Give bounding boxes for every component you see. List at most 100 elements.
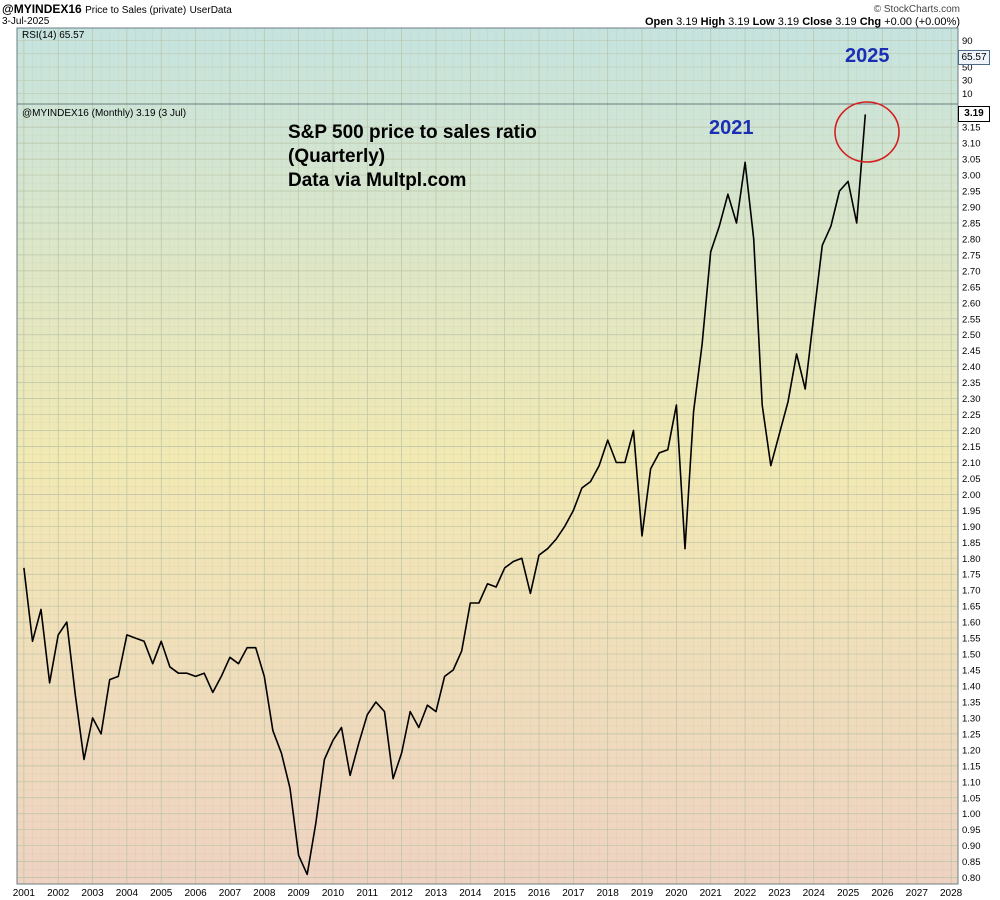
x-tick-label: 2020 xyxy=(665,888,688,899)
y-tick-label: 1.55 xyxy=(962,634,981,645)
high-label: High xyxy=(700,16,726,28)
y-tick-label: 1.90 xyxy=(962,522,981,533)
y-tick-label: 1.40 xyxy=(962,682,981,693)
y-tick-label: 2.80 xyxy=(962,234,981,245)
y-tick-label: 0.90 xyxy=(962,841,981,852)
y-tick-label: 1.60 xyxy=(962,618,981,629)
y-tick-label: 1.00 xyxy=(962,809,981,820)
x-tick-label: 2017 xyxy=(562,888,585,899)
rsi-value-tag: 65.57 xyxy=(958,50,990,65)
y-tick-label: 2.00 xyxy=(962,490,981,501)
plot-border xyxy=(16,27,959,885)
y-tick-label: 1.80 xyxy=(962,554,981,565)
y-tick-label: 2.65 xyxy=(962,282,981,293)
y-tick-label: 1.70 xyxy=(962,586,981,597)
y-tick-label: 2.75 xyxy=(962,250,981,261)
x-tick-label: 2009 xyxy=(287,888,310,899)
data-source: UserData xyxy=(189,5,232,16)
rsi-tick-label: 90 xyxy=(962,36,973,47)
x-tick-label: 2008 xyxy=(253,888,276,899)
main-panel-label: @MYINDEX16 (Monthly) 3.19 (3 Jul) xyxy=(22,108,187,119)
x-axis: 2001 2002 2003 2004 2005 2006 2007 2008 2009 2010… xyxy=(13,888,963,899)
x-tick-label: 2027 xyxy=(906,888,929,899)
brand-credit: © StockCharts.com xyxy=(873,4,960,15)
x-tick-label: 2016 xyxy=(528,888,551,899)
annotation-2025: 2025 xyxy=(845,45,890,67)
symbol: @MYINDEX16 xyxy=(2,2,82,16)
y-tick-label: 1.35 xyxy=(962,697,981,708)
x-tick-label: 2024 xyxy=(803,888,826,899)
y-tick-label: 2.40 xyxy=(962,362,981,373)
y-tick-label: 1.30 xyxy=(962,713,981,724)
series-line-price-to-sales xyxy=(23,114,867,876)
ohlc-readout: Open 3.19 High 3.19 Low 3.19 Close 3.19 … xyxy=(645,16,960,28)
symbol-description: Price to Sales (private) xyxy=(85,5,187,16)
annotation-2021: 2021 xyxy=(709,117,754,139)
y-tick-label: 2.70 xyxy=(962,266,981,277)
annotation-line-1: S&P 500 price to sales ratio xyxy=(288,122,537,143)
y-tick-label: 2.95 xyxy=(962,187,981,198)
x-tick-label: 2013 xyxy=(425,888,448,899)
y-tick-label: 2.15 xyxy=(962,442,981,453)
close-value: 3.19 xyxy=(835,16,857,28)
y-tick-label: 2.30 xyxy=(962,394,981,405)
y-tick-label: 1.10 xyxy=(962,777,981,788)
x-tick-label: 2026 xyxy=(871,888,894,899)
y-tick-label: 2.85 xyxy=(962,218,981,229)
y-tick-label: 2.90 xyxy=(962,202,981,213)
y-tick-label: 2.25 xyxy=(962,410,981,421)
annotation-line-3: Data via Multpl.com xyxy=(288,170,467,191)
y-tick-label: 0.80 xyxy=(962,873,981,884)
high-value: 3.19 xyxy=(728,16,750,28)
y-axis: 0.80 0.85 0.90 0.95 1.00 1.05 1.10 1.15 1.20 1.25… xyxy=(962,123,981,884)
x-tick-label: 2028 xyxy=(940,888,963,899)
y-tick-label: 0.95 xyxy=(962,825,981,836)
x-tick-label: 2004 xyxy=(116,888,139,899)
x-tick-label: 2002 xyxy=(47,888,70,899)
x-tick-label: 2001 xyxy=(13,888,36,899)
y-tick-label: 2.35 xyxy=(962,378,981,389)
y-tick-label: 2.50 xyxy=(962,330,981,341)
y-tick-label: 2.55 xyxy=(962,314,981,325)
y-tick-label: 2.60 xyxy=(962,298,981,309)
x-tick-label: 2014 xyxy=(459,888,482,899)
y-tick-label: 1.05 xyxy=(962,793,981,804)
chg-label: Chg xyxy=(859,16,882,28)
y-tick-label: 1.85 xyxy=(962,538,981,549)
y-tick-label: 1.65 xyxy=(962,602,981,613)
x-tick-label: 2022 xyxy=(734,888,757,899)
highlight-circle xyxy=(834,101,900,163)
x-tick-label: 2005 xyxy=(150,888,173,899)
x-tick-label: 2015 xyxy=(494,888,517,899)
y-tick-label: 1.45 xyxy=(962,666,981,677)
y-tick-label: 2.20 xyxy=(962,426,981,437)
symbol-header: @MYINDEX16 Price to Sales (private) User… xyxy=(2,2,232,16)
x-tick-label: 2023 xyxy=(768,888,791,899)
rsi-tick-label: 30 xyxy=(962,76,973,87)
x-tick-label: 2006 xyxy=(184,888,207,899)
y-tick-label: 3.05 xyxy=(962,155,981,166)
y-tick-label: 2.05 xyxy=(962,474,981,485)
low-label: Low xyxy=(752,16,775,28)
y-tick-label: 1.25 xyxy=(962,729,981,740)
y-tick-label: 1.20 xyxy=(962,745,981,756)
grid xyxy=(17,28,958,884)
annotation-line-2: (Quarterly) xyxy=(288,146,386,167)
low-value: 3.19 xyxy=(777,16,800,28)
x-tick-label: 2003 xyxy=(81,888,104,899)
x-tick-label: 2019 xyxy=(631,888,654,899)
rsi-tick-label: 50 xyxy=(962,63,973,74)
x-tick-label: 2007 xyxy=(219,888,242,899)
y-tick-label: 3.00 xyxy=(962,171,981,182)
open-value: 3.19 xyxy=(676,16,698,28)
y-tick-label: 3.10 xyxy=(962,139,981,150)
y-tick-label: 1.50 xyxy=(962,650,981,661)
y-tick-label: 2.45 xyxy=(962,346,981,357)
y-tick-label: 1.75 xyxy=(962,570,981,581)
y-tick-label: 2.10 xyxy=(962,458,981,469)
x-tick-label: 2010 xyxy=(322,888,345,899)
y-tick-label: 1.15 xyxy=(962,761,981,772)
x-tick-label: 2025 xyxy=(837,888,860,899)
rsi-tick-label: 10 xyxy=(962,89,973,100)
x-tick-label: 2018 xyxy=(597,888,620,899)
